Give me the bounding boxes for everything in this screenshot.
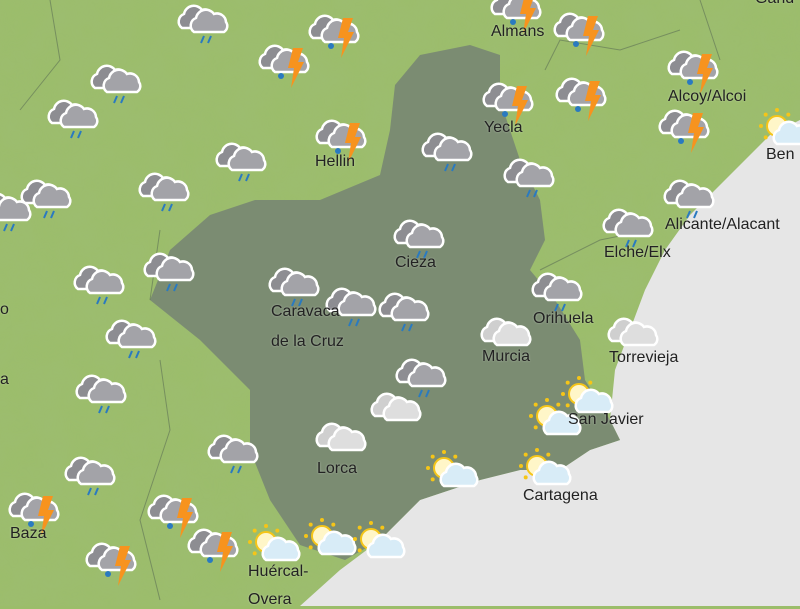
cloud-icon xyxy=(370,392,422,422)
place-label: Huércal- xyxy=(248,563,309,580)
place-label: San Javier xyxy=(568,411,644,428)
rain-icon xyxy=(602,208,654,248)
place-label: a xyxy=(0,371,9,388)
place-label: o xyxy=(0,301,9,318)
rain-icon xyxy=(393,219,445,259)
rain-icon xyxy=(378,292,430,332)
cloud-icon xyxy=(315,422,367,452)
place-label: Caravaca xyxy=(271,303,340,320)
storm-icon xyxy=(658,109,710,153)
storm-icon xyxy=(85,542,137,586)
rain-icon xyxy=(90,64,142,104)
rain-icon xyxy=(207,434,259,474)
storm-icon xyxy=(258,44,310,88)
rain-icon xyxy=(531,272,583,312)
rain-icon xyxy=(143,252,195,292)
place-label: Cieza xyxy=(395,254,436,271)
rain-icon xyxy=(0,193,32,232)
place-label: Cartagena xyxy=(523,487,598,504)
rain-icon xyxy=(138,172,190,212)
storm-icon xyxy=(553,12,605,56)
sun-cloud-icon xyxy=(561,376,614,414)
storm-icon xyxy=(315,119,367,163)
storm-icon xyxy=(667,50,719,94)
place-label: Orihuela xyxy=(533,310,594,327)
place-label: Overa xyxy=(248,591,292,608)
place-label: Elche/Elx xyxy=(604,244,671,261)
place-label: Lorca xyxy=(317,460,358,477)
storm-icon xyxy=(187,528,239,572)
storm-icon xyxy=(555,77,607,121)
sun-cloud-icon xyxy=(304,518,357,556)
storm-icon xyxy=(490,0,542,34)
sun-cloud-icon xyxy=(353,521,406,559)
rain-icon xyxy=(64,456,116,496)
place-label: Hellin xyxy=(315,153,356,170)
place-label: Gand xyxy=(755,0,794,8)
sun-cloud-icon xyxy=(426,450,479,488)
rain-icon xyxy=(268,267,320,307)
place-label: Alicante/Alacant xyxy=(665,216,780,233)
rain-icon xyxy=(663,179,715,219)
place-label: Yecla xyxy=(484,119,523,136)
sea xyxy=(300,120,800,606)
rain-icon xyxy=(73,265,125,305)
sun-cloud-icon xyxy=(529,398,582,436)
cloud-icon xyxy=(607,317,659,347)
rain-icon xyxy=(177,4,229,44)
weather-icons xyxy=(0,0,800,586)
storm-icon xyxy=(147,494,199,538)
sun-cloud-icon xyxy=(248,524,301,562)
place-label: Murcia xyxy=(482,348,531,365)
rain-icon xyxy=(325,287,377,327)
rain-icon xyxy=(47,99,99,139)
place-label: Baza xyxy=(10,525,47,542)
place-label: de la Cruz xyxy=(271,333,344,350)
storm-icon xyxy=(8,492,60,536)
place-label: Alcoy/Alcoi xyxy=(668,88,747,105)
rain-icon xyxy=(421,132,473,172)
sun-cloud-icon xyxy=(759,108,800,146)
rain-icon xyxy=(20,179,72,219)
rain-icon xyxy=(105,319,157,359)
rain-icon xyxy=(503,158,555,198)
storm-icon xyxy=(482,82,534,126)
place-label: Torrevieja xyxy=(609,349,679,366)
cloud-icon xyxy=(480,317,532,347)
sun-cloud-icon xyxy=(519,448,572,486)
rain-icon xyxy=(395,358,447,398)
rain-icon xyxy=(75,374,127,414)
rain-icon xyxy=(215,142,267,182)
storm-icon xyxy=(308,14,360,58)
place-label: Almans xyxy=(491,23,545,40)
place-label: Ben xyxy=(766,146,795,163)
